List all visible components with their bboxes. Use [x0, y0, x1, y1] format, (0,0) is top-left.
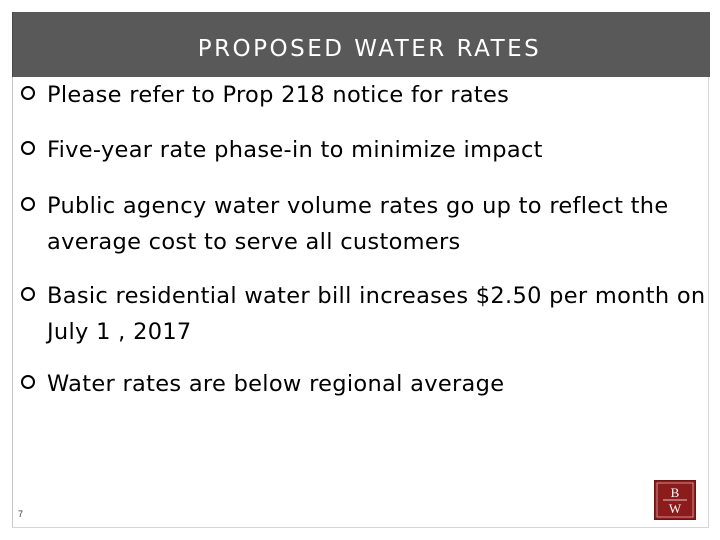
- bw-logo-icon: B W: [656, 482, 694, 518]
- bullet-item-prop218: Please refer to Prop 218 notice for rate…: [21, 77, 509, 113]
- bullet-circle-icon: [21, 375, 35, 389]
- bullet-text: Basic residential water bill increases $…: [47, 283, 706, 345]
- logo-letter-top: B: [671, 485, 680, 500]
- bw-logo: B W: [654, 480, 696, 520]
- slide-title: PROPOSED WATER RATES: [197, 36, 542, 62]
- bullet-circle-icon: [21, 287, 35, 301]
- bullet-text: Public agency water volume rates go up t…: [47, 193, 669, 255]
- bullet-text: Water rates are below regional average: [47, 371, 505, 397]
- page-number: 7: [18, 509, 24, 519]
- bullet-item-residential-bill: Basic residential water bill increases $…: [21, 278, 707, 350]
- bullet-circle-icon: [21, 86, 35, 100]
- bullet-item-phase-in: Five-year rate phase-in to minimize impa…: [21, 132, 543, 168]
- title-bar: PROPOSED WATER RATES: [12, 12, 710, 77]
- bullet-item-regional-average: Water rates are below regional average: [21, 366, 504, 402]
- bullet-text: Please refer to Prop 218 notice for rate…: [47, 82, 510, 108]
- content-frame: [12, 77, 709, 528]
- bullet-item-agency-rates: Public agency water volume rates go up t…: [21, 188, 707, 260]
- bullet-text: Five-year rate phase-in to minimize impa…: [47, 137, 543, 163]
- bullet-circle-icon: [21, 197, 35, 211]
- logo-letter-bottom: W: [669, 501, 682, 516]
- bullet-circle-icon: [21, 141, 35, 155]
